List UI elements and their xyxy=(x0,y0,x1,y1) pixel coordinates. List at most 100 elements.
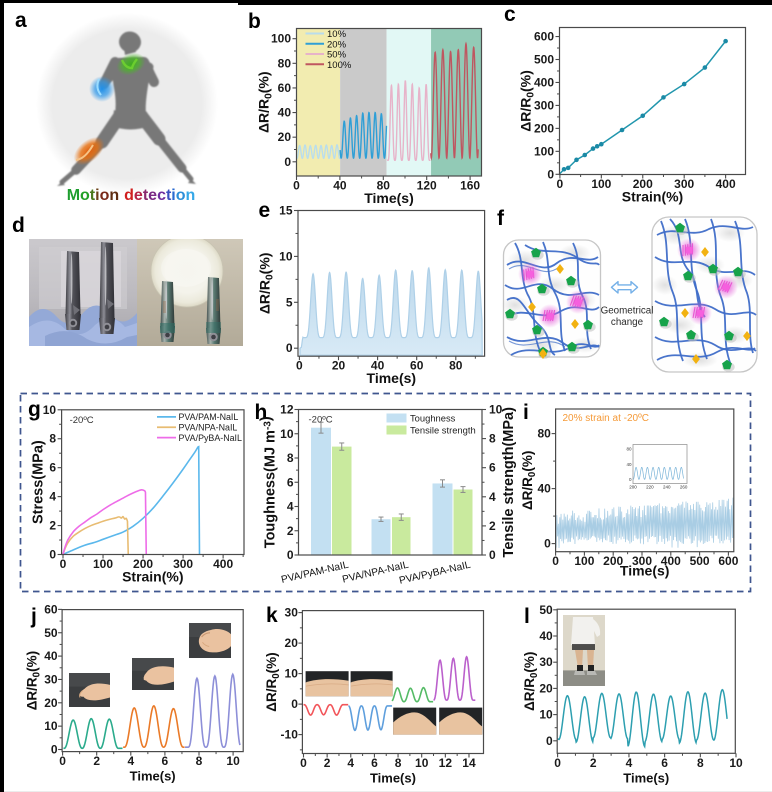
svg-text:ΔR/R0(%): ΔR/R0(%) xyxy=(264,652,282,711)
svg-text:ΔR/R0(%): ΔR/R0(%) xyxy=(257,253,276,315)
svg-text:220: 220 xyxy=(646,485,654,490)
svg-text:12: 12 xyxy=(280,403,294,417)
svg-text:160: 160 xyxy=(460,179,480,193)
svg-text:2: 2 xyxy=(287,524,294,538)
svg-text:6: 6 xyxy=(489,461,496,475)
svg-text:40: 40 xyxy=(333,179,347,193)
svg-text:Strain(%): Strain(%) xyxy=(622,189,683,205)
svg-text:50: 50 xyxy=(44,626,58,640)
svg-text:0: 0 xyxy=(547,167,554,181)
svg-text:8: 8 xyxy=(395,756,402,770)
svg-text:15: 15 xyxy=(279,204,293,218)
svg-text:8: 8 xyxy=(287,451,294,465)
svg-text:Tensile strength: Tensile strength xyxy=(410,425,476,436)
svg-text:500: 500 xyxy=(690,554,710,568)
svg-text:40: 40 xyxy=(626,462,632,467)
svg-text:0: 0 xyxy=(287,548,294,562)
svg-text:300: 300 xyxy=(534,98,554,112)
svg-text:10: 10 xyxy=(489,403,503,417)
svg-text:200: 200 xyxy=(534,121,554,135)
svg-text:20: 20 xyxy=(332,359,346,373)
svg-text:10: 10 xyxy=(226,754,240,768)
svg-text:5: 5 xyxy=(286,295,293,309)
svg-text:14: 14 xyxy=(462,756,476,770)
svg-text:200: 200 xyxy=(629,485,637,490)
svg-text:PVA/NPA-NaIL: PVA/NPA-NaIL xyxy=(179,422,238,432)
svg-text:260: 260 xyxy=(680,485,688,490)
svg-text:600: 600 xyxy=(534,30,554,44)
svg-text:20% strain at -20ºC: 20% strain at -20ºC xyxy=(563,413,649,424)
svg-text:300: 300 xyxy=(674,177,694,191)
svg-text:0: 0 xyxy=(544,537,551,551)
svg-text:0: 0 xyxy=(554,756,561,770)
svg-text:50: 50 xyxy=(539,603,553,617)
svg-text:Time(s): Time(s) xyxy=(130,769,176,784)
svg-text:40: 40 xyxy=(278,106,292,120)
svg-text:0: 0 xyxy=(49,548,56,562)
svg-text:Toughness: Toughness xyxy=(410,413,456,424)
svg-text:0: 0 xyxy=(286,341,293,355)
svg-text:2: 2 xyxy=(49,519,56,533)
svg-text:600: 600 xyxy=(718,554,738,568)
svg-text:200: 200 xyxy=(133,557,153,571)
svg-text:60: 60 xyxy=(410,359,424,373)
svg-text:ΔR/R0(%): ΔR/R0(%) xyxy=(522,652,540,711)
svg-text:ΔR/R0(%): ΔR/R0(%) xyxy=(256,71,275,133)
svg-text:100: 100 xyxy=(574,554,594,568)
svg-text:30: 30 xyxy=(44,672,58,686)
svg-text:4: 4 xyxy=(489,490,496,504)
svg-text:10: 10 xyxy=(44,719,58,733)
svg-text:0: 0 xyxy=(300,756,307,770)
svg-text:200: 200 xyxy=(603,554,623,568)
svg-text:20: 20 xyxy=(539,681,553,695)
svg-text:-10: -10 xyxy=(281,728,299,742)
svg-text:40: 40 xyxy=(44,649,58,663)
svg-text:Strain(%): Strain(%) xyxy=(122,569,183,585)
svg-text:6: 6 xyxy=(661,756,668,770)
svg-text:0: 0 xyxy=(60,557,67,571)
svg-text:0: 0 xyxy=(546,734,553,748)
svg-text:Tensile strength(MPa): Tensile strength(MPa) xyxy=(501,407,517,558)
svg-text:300: 300 xyxy=(632,554,652,568)
svg-text:Toughness(MJ m-3): Toughness(MJ m-3) xyxy=(259,416,279,548)
svg-text:8: 8 xyxy=(489,432,496,446)
svg-text:100%: 100% xyxy=(327,60,352,71)
svg-text:40: 40 xyxy=(539,629,553,643)
svg-text:0: 0 xyxy=(59,754,66,768)
svg-text:6: 6 xyxy=(287,475,294,489)
svg-text:0: 0 xyxy=(629,477,632,482)
svg-text:0: 0 xyxy=(489,548,496,562)
svg-text:Time(s): Time(s) xyxy=(620,563,670,579)
svg-text:2: 2 xyxy=(489,519,496,533)
svg-text:20: 20 xyxy=(278,130,292,144)
svg-text:PVA/PyBA-NaIL: PVA/PyBA-NaIL xyxy=(398,560,472,587)
svg-text:400: 400 xyxy=(213,557,233,571)
svg-text:Time(s): Time(s) xyxy=(367,370,417,386)
svg-text:300: 300 xyxy=(173,557,193,571)
svg-text:10: 10 xyxy=(280,427,294,441)
svg-text:80: 80 xyxy=(626,447,632,452)
svg-text:10%: 10% xyxy=(327,29,347,40)
svg-text:8: 8 xyxy=(697,756,704,770)
svg-text:40: 40 xyxy=(537,482,551,496)
svg-text:Geometrical: Geometrical xyxy=(601,306,654,317)
svg-text:30: 30 xyxy=(285,606,299,620)
svg-text:0: 0 xyxy=(557,177,564,191)
svg-text:20%: 20% xyxy=(327,39,347,50)
svg-text:6: 6 xyxy=(162,754,169,768)
svg-text:4: 4 xyxy=(626,756,633,770)
svg-text:PVA/PyBA-NaIL: PVA/PyBA-NaIL xyxy=(179,433,243,443)
svg-text:10: 10 xyxy=(279,249,293,263)
svg-text:120: 120 xyxy=(417,179,437,193)
svg-text:400: 400 xyxy=(534,75,554,89)
svg-text:Time(s): Time(s) xyxy=(623,770,669,785)
svg-text:PVA/PAM-NaIL: PVA/PAM-NaIL xyxy=(280,560,350,586)
svg-text:-20ºC: -20ºC xyxy=(70,415,94,426)
svg-text:100: 100 xyxy=(534,144,554,158)
svg-text:change: change xyxy=(611,317,644,328)
svg-text:8: 8 xyxy=(49,432,56,446)
svg-text:-20ºC: -20ºC xyxy=(309,415,333,426)
svg-text:2: 2 xyxy=(590,756,597,770)
svg-text:4: 4 xyxy=(127,754,134,768)
svg-text:ΔR/R0(%): ΔR/R0(%) xyxy=(25,651,43,710)
